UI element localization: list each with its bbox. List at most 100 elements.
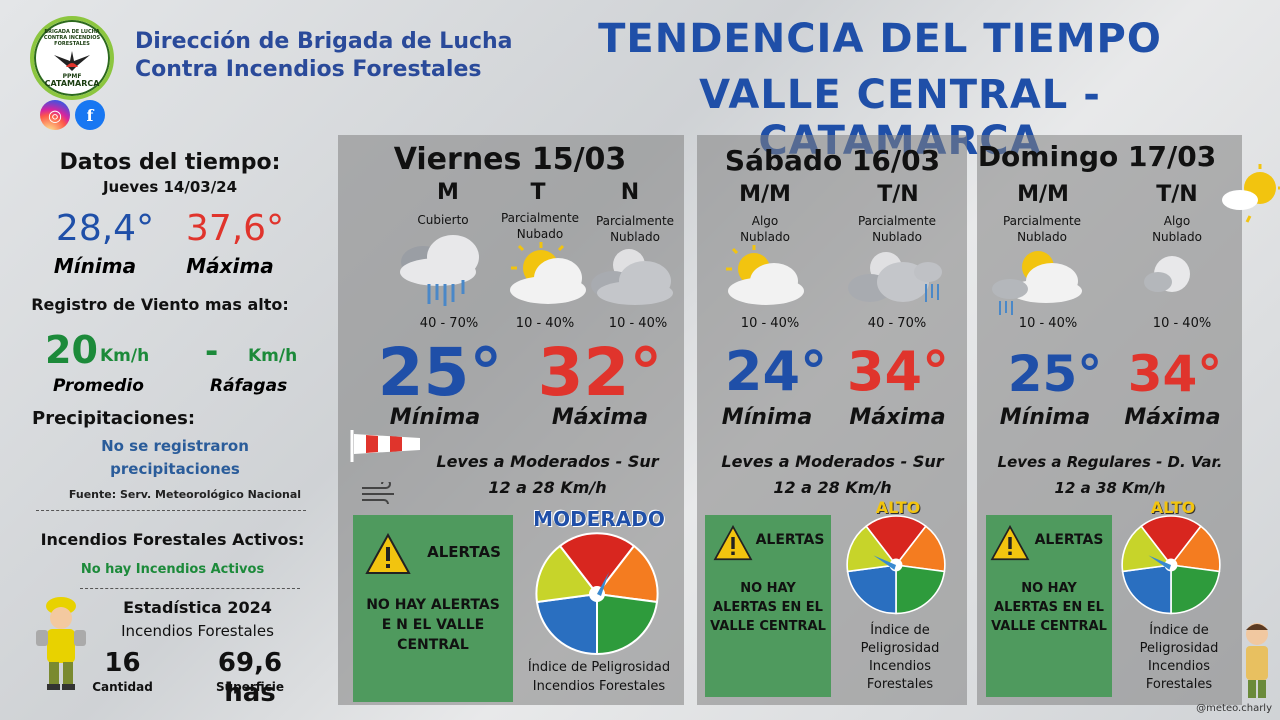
firefighter-mascot-icon	[36, 597, 86, 690]
moon-cloud-icon	[1144, 256, 1190, 292]
forecast-min-temp: 25°	[377, 334, 503, 411]
forecast-min-temp: 24°	[724, 340, 828, 403]
weather-data-title: Datos del tiempo:	[59, 150, 281, 175]
wind-forecast-direction: Leves a Regulares - D. Var.	[997, 453, 1223, 471]
forecast-max-temp: 32°	[537, 334, 663, 411]
alert-text: NO HAY ALERTAS EN EL VALLE CENTRAL	[991, 581, 1107, 634]
wind-forecast-direction: Leves a Moderados - Sur	[436, 452, 659, 471]
brigade-logo: BRIGADA DE LUCHA CONTRA INCENDIOS FOREST…	[30, 16, 114, 100]
period-label-tn: T/N	[1156, 182, 1198, 207]
stats-subtitle: Incendios Forestales	[121, 622, 274, 640]
alert-text: NO HAY ALERTAS EN EL VALLE CENTRAL	[710, 581, 826, 634]
precip-probability: 40 - 70%	[419, 316, 479, 331]
sun-cloud-icon	[510, 242, 586, 304]
fire-danger-level: ALTO	[875, 498, 921, 517]
org-line-2: Contra Incendios Forestales	[135, 57, 482, 82]
weather-data-date: Jueves 14/03/24	[102, 178, 238, 196]
fires-area-label: Superficie	[215, 680, 285, 694]
fires-area-value: 69,6 has	[217, 648, 283, 708]
alert-heading: ALERTAS	[1034, 532, 1104, 548]
main-title-line-1: TENDENCIA DEL TIEMPO	[598, 16, 1162, 62]
observed-max-label: Máxima	[186, 254, 274, 278]
fires-count-value: 16	[104, 648, 141, 678]
forecast-min-label: Mínima	[389, 405, 481, 430]
wind-avg-value: 20	[45, 328, 98, 372]
warning-icon	[713, 525, 753, 561]
period-condition: Algo Nublado	[740, 214, 790, 244]
day-title-saturday: Sábado 16/03	[724, 144, 941, 177]
fire-danger-gauge-icon	[846, 515, 946, 615]
day-title-sunday: Domingo 17/03	[977, 140, 1217, 173]
moon-cloud-icon	[591, 249, 673, 305]
rain-cloud-icon	[400, 235, 479, 306]
precip-probability: 10 - 40%	[1152, 316, 1212, 331]
sun-rain-cloud-icon	[992, 251, 1082, 315]
fire-danger-caption: Índice de Peligrosidad Incendios Foresta…	[860, 623, 940, 692]
alert-text: NO HAY ALERTAS E N EL VALLE CENTRAL	[366, 597, 500, 653]
period-condition: Parcialmente Nublado	[857, 214, 937, 244]
precip-probability: 10 - 40%	[740, 316, 800, 331]
wind-forecast-speed: 12 a 28 Km/h	[488, 478, 607, 497]
facebook-icon[interactable]: f	[75, 100, 105, 130]
alert-heading: ALERTAS	[427, 543, 501, 561]
period-condition: Parcialmente Nublado	[595, 214, 675, 244]
wind-forecast-direction: Leves a Moderados - Sur	[721, 452, 944, 471]
day-title-friday: Viernes 15/03	[393, 142, 627, 177]
precipitation-line-2: precipitaciones	[110, 460, 240, 478]
alert-heading: ALERTAS	[755, 532, 825, 548]
forecast-min-label: Mínima	[721, 405, 813, 430]
period-label-mm: M/M	[739, 182, 791, 207]
wind-forecast-speed: 12 a 28 Km/h	[773, 478, 892, 497]
precip-probability: 10 - 40%	[515, 316, 575, 331]
sun-cloud-decor-icon	[1222, 164, 1280, 223]
wind-avg-unit: Km/h	[100, 346, 150, 366]
alert-box: ALERTAS NO HAY ALERTAS EN EL VALLE CENTR…	[705, 515, 831, 697]
warning-icon	[990, 525, 1030, 561]
logo-mid-text: PPMF	[62, 73, 82, 80]
wind-gust-unit: Km/h	[248, 346, 298, 366]
divider	[80, 588, 300, 589]
wind-avg-label: Promedio	[53, 376, 144, 396]
active-fires-status: No hay Incendios Activos	[80, 562, 265, 577]
divider	[36, 510, 306, 511]
fire-danger-caption: Índice de Peligrosidad Incendios Foresta…	[1139, 623, 1219, 692]
forecast-max-label: Máxima	[1124, 405, 1221, 430]
alert-box: ALERTAS NO HAY ALERTAS EN EL VALLE CENTR…	[986, 515, 1112, 697]
fire-danger-level: ALTO	[1150, 498, 1196, 517]
alert-box: ALERTAS NO HAY ALERTAS E N EL VALLE CENT…	[353, 515, 513, 702]
forecast-max-temp: 34°	[1127, 345, 1223, 403]
period-condition: Algo Nublado	[1152, 214, 1202, 244]
active-fires-title: Incendios Forestales Activos:	[40, 530, 305, 549]
forecast-min-temp: 25°	[1007, 345, 1103, 403]
wind-forecast-speed: 12 a 38 Km/h	[1054, 479, 1166, 497]
precip-probability: 40 - 70%	[867, 316, 927, 331]
stats-title: Estadística 2024	[123, 598, 272, 617]
forecast-max-label: Máxima	[849, 405, 946, 430]
fire-danger-caption: Índice de Peligrosidad Incendios Foresta…	[527, 660, 671, 694]
period-label-m: M	[437, 180, 459, 205]
eagle-icon	[54, 51, 90, 71]
fire-danger-gauge-icon	[535, 532, 659, 656]
period-condition: Parcialmente Nublado	[1002, 214, 1082, 244]
period-label-t: T	[530, 180, 546, 205]
wind-gust-label: Ráfagas	[210, 376, 288, 396]
forecast-max-label: Máxima	[551, 405, 649, 430]
credit-handle: @meteo.charly	[1196, 703, 1272, 714]
precipitation-line-1: No se registraron	[101, 437, 249, 455]
fire-danger-gauge-icon	[1121, 515, 1221, 615]
fire-danger-level: MODERADO	[533, 507, 665, 531]
wind-record-title: Registro de Viento mas alto:	[31, 295, 289, 314]
logo-top-text: BRIGADA DE LUCHA CONTRA INCENDIOS FOREST…	[43, 29, 101, 47]
logo-bottom-text: CATAMARCA	[44, 79, 100, 88]
sun-cloud-icon	[726, 245, 804, 305]
forecaster-avatar-icon	[1246, 623, 1268, 698]
period-label-mm: M/M	[1017, 182, 1069, 207]
instagram-icon[interactable]: ◎	[40, 100, 70, 130]
forecast-max-temp: 34°	[846, 340, 950, 403]
fires-count-label: Cantidad	[92, 680, 153, 694]
warning-icon	[365, 533, 411, 574]
data-source: Fuente: Serv. Meteorológico Nacional	[68, 488, 302, 501]
organization-name: Dirección de Brigada de Lucha Contra Inc…	[135, 28, 513, 84]
precip-probability: 10 - 40%	[608, 316, 668, 331]
period-condition: Parcialmente Nubado	[500, 211, 580, 241]
